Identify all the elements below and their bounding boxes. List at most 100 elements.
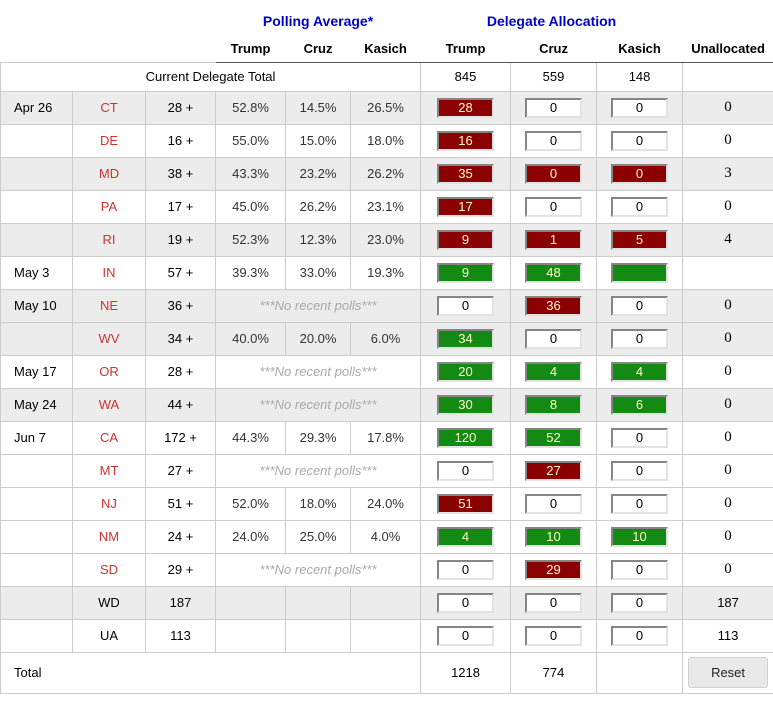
- state-nj[interactable]: NJ: [101, 496, 117, 511]
- unallocated-cell: 0: [683, 421, 773, 454]
- state-cell: PA: [73, 190, 146, 223]
- nm-cruz-input[interactable]: [525, 527, 582, 547]
- ca-kasich-input[interactable]: [611, 428, 668, 448]
- alloc-cell-cruz: [511, 289, 597, 322]
- nj-cruz-input[interactable]: [525, 494, 582, 514]
- state-or[interactable]: OR: [99, 364, 119, 379]
- sd-trump-input[interactable]: [437, 560, 494, 580]
- wa-cruz-input[interactable]: [525, 395, 582, 415]
- alloc-cell-trump: [421, 190, 511, 223]
- ct-cruz-input[interactable]: [525, 98, 582, 118]
- sd-kasich-input[interactable]: [611, 560, 668, 580]
- state-pa[interactable]: PA: [101, 199, 117, 214]
- header-spacer: [1, 36, 216, 62]
- ua-cruz-input[interactable]: [525, 626, 582, 646]
- in-trump-input[interactable]: [437, 263, 494, 283]
- state-md[interactable]: MD: [99, 166, 119, 181]
- poll-pct-trump: 52.8%: [216, 91, 286, 124]
- nm-kasich-input[interactable]: [611, 527, 668, 547]
- ri-kasich-input[interactable]: [611, 230, 668, 250]
- state-cell: CA: [73, 421, 146, 454]
- state-cell: IN: [73, 256, 146, 289]
- state-ne[interactable]: NE: [100, 298, 118, 313]
- md-kasich-input[interactable]: [611, 164, 668, 184]
- current-delegate-total-row: Current Delegate Total 845 559 148: [1, 62, 773, 91]
- or-trump-input[interactable]: [437, 362, 494, 382]
- wa-kasich-input[interactable]: [611, 395, 668, 415]
- reset-button[interactable]: Reset: [688, 657, 768, 688]
- alloc-cell-trump: [421, 421, 511, 454]
- alloc-cell-trump: [421, 322, 511, 355]
- nj-kasich-input[interactable]: [611, 494, 668, 514]
- pa-kasich-input[interactable]: [611, 197, 668, 217]
- state-ca[interactable]: CA: [100, 430, 118, 445]
- ua-kasich-input[interactable]: [611, 626, 668, 646]
- unallocated-cell: 4: [683, 223, 773, 256]
- state-de[interactable]: DE: [100, 133, 118, 148]
- no-polls-cell: ***No recent polls***: [216, 388, 421, 421]
- wd-trump-input[interactable]: [437, 593, 494, 613]
- mt-trump-input[interactable]: [437, 461, 494, 481]
- poll-pct-cruz: 23.2%: [286, 157, 351, 190]
- ne-trump-input[interactable]: [437, 296, 494, 316]
- state-mt[interactable]: MT: [100, 463, 119, 478]
- poll-pct-cruz: 25.0%: [286, 520, 351, 553]
- ne-cruz-input[interactable]: [525, 296, 582, 316]
- ua-trump-input[interactable]: [437, 626, 494, 646]
- md-cruz-input[interactable]: [525, 164, 582, 184]
- alloc-cell-cruz: [511, 520, 597, 553]
- mt-kasich-input[interactable]: [611, 461, 668, 481]
- state-cell: WV: [73, 322, 146, 355]
- state-cell: WA: [73, 388, 146, 421]
- state-nm[interactable]: NM: [99, 529, 119, 544]
- ca-cruz-input[interactable]: [525, 428, 582, 448]
- ne-kasich-input[interactable]: [611, 296, 668, 316]
- sd-cruz-input[interactable]: [525, 560, 582, 580]
- md-trump-input[interactable]: [437, 164, 494, 184]
- wv-trump-input[interactable]: [437, 329, 494, 349]
- de-trump-input[interactable]: [437, 131, 494, 151]
- wd-cruz-input[interactable]: [525, 593, 582, 613]
- ri-trump-input[interactable]: [437, 230, 494, 250]
- de-kasich-input[interactable]: [611, 131, 668, 151]
- ct-kasich-input[interactable]: [611, 98, 668, 118]
- nj-trump-input[interactable]: [437, 494, 494, 514]
- delegate-count-cell: 34 +: [146, 322, 216, 355]
- state-sd[interactable]: SD: [100, 562, 118, 577]
- alloc-cell-kasich: [597, 421, 683, 454]
- ct-trump-input[interactable]: [437, 98, 494, 118]
- alloc-cell-trump: [421, 223, 511, 256]
- state-ct[interactable]: CT: [100, 100, 117, 115]
- date-cell: [1, 124, 73, 157]
- state-cell: DE: [73, 124, 146, 157]
- alloc-cell-trump: [421, 289, 511, 322]
- pa-trump-input[interactable]: [437, 197, 494, 217]
- pa-cruz-input[interactable]: [525, 197, 582, 217]
- date-cell: [1, 454, 73, 487]
- or-cruz-input[interactable]: [525, 362, 582, 382]
- state-wa[interactable]: WA: [99, 397, 119, 412]
- nm-trump-input[interactable]: [437, 527, 494, 547]
- state-in[interactable]: IN: [103, 265, 116, 280]
- ca-trump-input[interactable]: [437, 428, 494, 448]
- alloc-cell-kasich: [597, 586, 683, 619]
- wd-kasich-input[interactable]: [611, 593, 668, 613]
- wv-kasich-input[interactable]: [611, 329, 668, 349]
- in-cruz-input[interactable]: [525, 263, 582, 283]
- poll-pct-cruz: 29.3%: [286, 421, 351, 454]
- de-cruz-input[interactable]: [525, 131, 582, 151]
- ri-cruz-input[interactable]: [525, 230, 582, 250]
- alloc-cell-kasich: [597, 454, 683, 487]
- state-ri[interactable]: RI: [103, 232, 116, 247]
- mt-cruz-input[interactable]: [525, 461, 582, 481]
- state-wv[interactable]: WV: [99, 331, 120, 346]
- wv-cruz-input[interactable]: [525, 329, 582, 349]
- alloc-cell-cruz: [511, 454, 597, 487]
- row-ua: UA113113: [1, 619, 773, 652]
- wa-trump-input[interactable]: [437, 395, 494, 415]
- total-cruz: 774: [511, 652, 597, 693]
- or-kasich-input[interactable]: [611, 362, 668, 382]
- in-kasich-input[interactable]: [611, 263, 668, 283]
